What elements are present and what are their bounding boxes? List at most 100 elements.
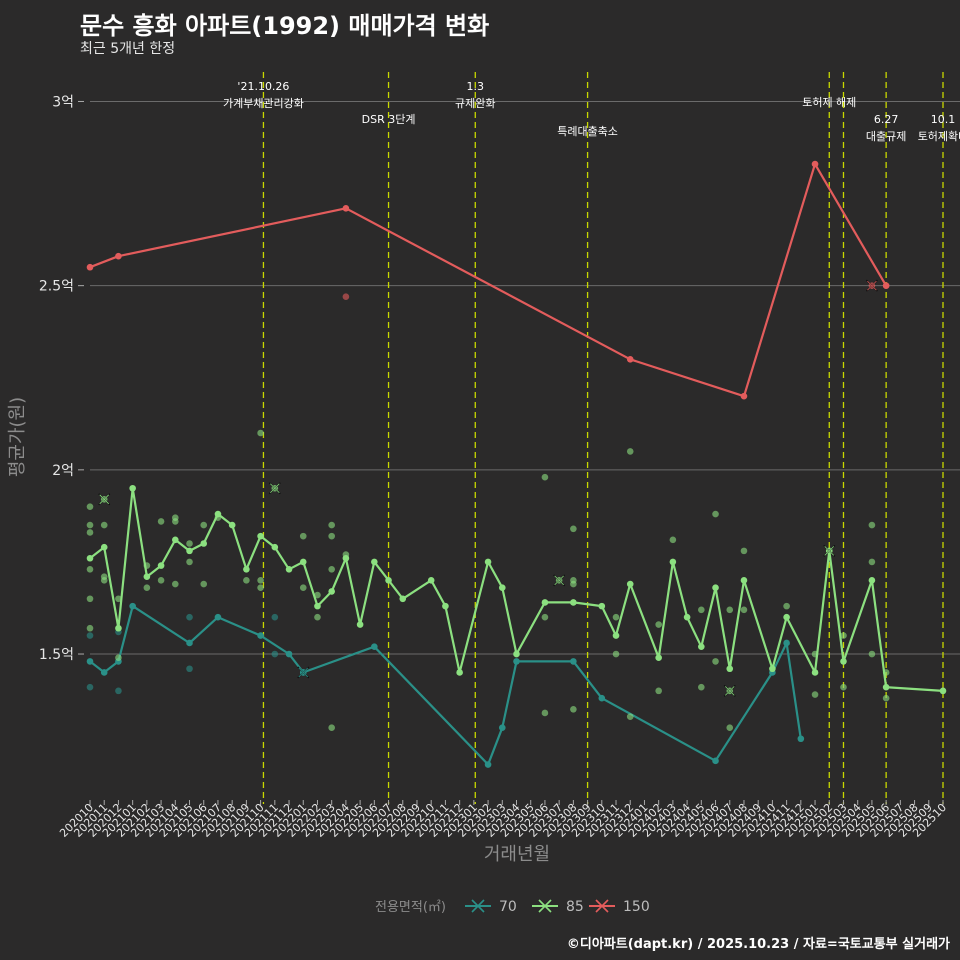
deal-point-85 <box>655 687 662 695</box>
source-caption: ©디아파트(dapt.kr) / 2025.10.23 / 자료=국토교통부 실… <box>566 937 950 952</box>
avg-line-150 <box>89 163 888 398</box>
avg-point-85 <box>356 621 364 628</box>
deal-point-85 <box>86 565 94 573</box>
avg-point-70 <box>783 639 790 647</box>
avg-point-85 <box>541 599 549 606</box>
avg-point-85 <box>129 484 136 492</box>
deal-point-85 <box>811 691 819 698</box>
avg-point-85 <box>570 599 577 606</box>
deal-point-85 <box>655 621 662 628</box>
avg-point-70 <box>186 639 193 647</box>
avg-point-85 <box>868 577 876 584</box>
policy-label: 가계부채관리강화 <box>223 97 304 110</box>
legend: 전용면적(㎡) 70 85 150 <box>375 899 650 915</box>
legend-swatch-cross <box>471 899 485 913</box>
deal-point-85 <box>243 577 250 584</box>
chart-title: 문수 흥화 아파트(1992) 매매가격 변화 <box>80 12 490 40</box>
deal-point-70 <box>115 687 122 695</box>
deal-point-85 <box>783 602 790 610</box>
policy-label: DSR 3단계 <box>362 113 416 126</box>
avg-point-150 <box>882 282 890 289</box>
deal-point-85 <box>570 705 577 713</box>
y-tick-label: 2.5억 <box>39 279 74 295</box>
avg-point-70 <box>797 735 805 743</box>
deal-point-85 <box>115 595 122 603</box>
avg-point-85 <box>484 558 492 566</box>
cancelled-mark-inner-85 <box>554 575 564 586</box>
avg-point-85 <box>86 554 94 562</box>
deal-point-70 <box>271 650 279 658</box>
deal-point-85 <box>868 558 876 566</box>
y-tick-label: 3억 <box>52 94 74 110</box>
deal-point-85 <box>157 577 165 584</box>
deal-point-85 <box>86 503 94 510</box>
avg-point-70 <box>100 669 108 676</box>
avg-point-85 <box>683 613 691 621</box>
cancelled-mark-inner-85 <box>824 546 835 556</box>
avg-point-150 <box>626 356 634 363</box>
y-tick-label: 1.5억 <box>39 647 74 663</box>
deal-point-70 <box>186 613 193 621</box>
deal-point-85 <box>570 580 577 588</box>
avg-point-85 <box>626 580 634 588</box>
avg-point-70 <box>484 761 492 768</box>
deal-point-85 <box>570 525 577 533</box>
deal-point-85 <box>172 580 179 588</box>
axes: 1.5억2억2.5억3억2020102020112020122021012021… <box>39 94 949 839</box>
cancelled-mark-inner-85 <box>724 686 735 696</box>
deal-point-85 <box>172 518 179 525</box>
deal-point-85 <box>86 521 94 529</box>
deal-point-85 <box>868 521 876 529</box>
avg-point-150 <box>811 160 819 168</box>
avg-point-85 <box>399 595 407 603</box>
avg-point-150 <box>86 263 94 271</box>
avg-point-85 <box>243 565 250 573</box>
deal-point-85 <box>200 521 208 529</box>
deal-point-70 <box>86 632 94 639</box>
deal-point-85 <box>314 591 321 599</box>
deal-point-85 <box>698 683 705 691</box>
deal-point-85 <box>299 584 307 592</box>
avg-point-70 <box>498 724 506 731</box>
avg-point-85 <box>456 669 463 676</box>
cancelled-mark-inner-70 <box>298 667 309 678</box>
deal-point-85 <box>328 521 335 529</box>
deal-point-85 <box>541 473 549 481</box>
x-axis-title: 거래년월 <box>484 844 550 865</box>
legend-label: 70 <box>499 899 517 915</box>
cancelled-mark-inner-85 <box>270 483 280 494</box>
avg-point-85 <box>228 521 236 529</box>
avg-point-85 <box>669 558 677 566</box>
deal-point-85 <box>669 536 677 544</box>
avg-point-70 <box>214 613 222 621</box>
avg-point-85 <box>100 543 108 551</box>
avg-point-85 <box>882 683 890 691</box>
avg-point-85 <box>214 510 222 518</box>
avg-point-85 <box>598 602 606 610</box>
avg-point-85 <box>783 613 790 621</box>
deal-point-85 <box>612 650 620 658</box>
deal-point-85 <box>328 724 335 731</box>
deal-point-85 <box>712 658 719 665</box>
avg-point-70 <box>86 658 94 665</box>
policy-label: 대출규제 <box>866 130 906 143</box>
legend-swatch-cross <box>538 899 552 913</box>
policy-label: 토허제 해제 <box>802 95 856 109</box>
deal-point-85 <box>186 540 193 547</box>
deal-point-85 <box>200 580 208 588</box>
chart-subtitle: 최근 5개년 한정 <box>80 41 176 57</box>
deal-point-85 <box>698 606 705 614</box>
legend-label: 150 <box>623 899 650 915</box>
avg-point-85 <box>314 602 321 610</box>
avg-point-85 <box>712 584 719 592</box>
deal-point-150 <box>342 293 350 301</box>
avg-point-85 <box>811 669 819 676</box>
deal-point-70 <box>86 683 94 691</box>
avg-point-70 <box>712 757 719 765</box>
avg-point-150 <box>740 392 748 400</box>
deal-point-85 <box>868 650 876 658</box>
avg-point-85 <box>769 665 776 673</box>
deal-point-85 <box>541 709 549 717</box>
